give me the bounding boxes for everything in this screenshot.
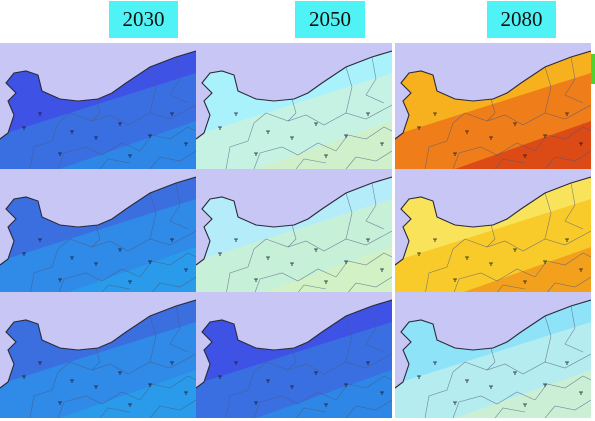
region-map xyxy=(0,50,196,169)
map-panel-2080-row-1 xyxy=(395,43,591,169)
region-map xyxy=(395,299,591,418)
map-panel-2080-row-3 xyxy=(395,292,591,418)
year-label-2050: 2050 xyxy=(295,1,365,38)
region-map xyxy=(0,176,196,295)
map-panel-2030-row-3 xyxy=(0,292,196,418)
map-panel-2050-row-1 xyxy=(196,43,392,169)
map-panel-2050-row-3 xyxy=(196,292,392,418)
map-panel-2050-row-2 xyxy=(196,169,392,295)
region-map xyxy=(0,299,196,418)
region-map xyxy=(196,50,392,169)
map-panel-2030-row-2 xyxy=(0,169,196,295)
year-label-2080: 2080 xyxy=(487,1,556,38)
map-panel-2080-row-2 xyxy=(395,169,591,295)
year-label-2030: 2030 xyxy=(109,1,178,38)
region-map xyxy=(395,176,591,295)
edge-marker xyxy=(591,54,595,84)
region-map xyxy=(196,176,392,295)
region-map xyxy=(395,50,591,169)
map-panel-2030-row-1 xyxy=(0,43,196,169)
region-map xyxy=(196,299,392,418)
